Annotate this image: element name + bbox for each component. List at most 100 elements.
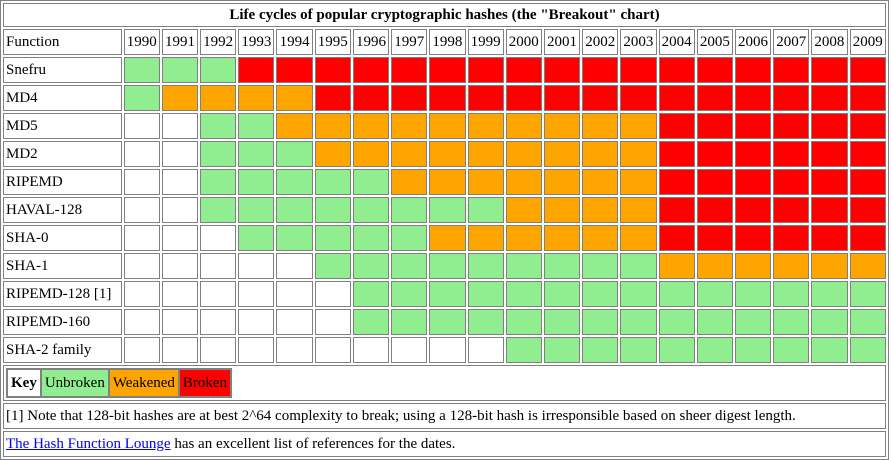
function-name: RIPEMD	[3, 169, 122, 195]
status-cell-none	[123, 309, 160, 335]
status-cell-broken	[696, 169, 733, 195]
status-cell-unbroken	[276, 225, 313, 251]
status-cell-broken	[811, 225, 848, 251]
status-cell-broken	[849, 169, 886, 195]
status-cell-broken	[314, 85, 351, 111]
status-cell-unbroken	[620, 281, 657, 307]
year-header-1992: 1992	[200, 29, 237, 55]
status-cell-weakened	[620, 225, 657, 251]
status-cell-none	[123, 225, 160, 251]
status-cell-weakened	[467, 141, 504, 167]
status-cell-broken	[505, 85, 542, 111]
status-cell-weakened	[696, 253, 733, 279]
function-name: RIPEMD-128 [1]	[3, 281, 122, 307]
year-header-1996: 1996	[352, 29, 390, 55]
status-cell-broken	[811, 197, 848, 223]
status-cell-weakened	[505, 197, 542, 223]
status-cell-none	[276, 337, 313, 363]
status-cell-weakened	[849, 253, 886, 279]
status-cell-unbroken	[811, 309, 848, 335]
status-cell-unbroken	[429, 281, 466, 307]
status-cell-weakened	[429, 169, 466, 195]
table-row: SHA-0	[3, 225, 886, 251]
key-weakened: Weakened	[108, 369, 179, 397]
status-cell-unbroken	[773, 309, 810, 335]
status-cell-broken	[734, 197, 772, 223]
year-header-2003: 2003	[620, 29, 657, 55]
status-cell-unbroken	[314, 197, 351, 223]
status-cell-unbroken	[276, 197, 313, 223]
status-cell-weakened	[352, 113, 390, 139]
status-cell-broken	[849, 57, 886, 83]
year-header-2006: 2006	[734, 29, 772, 55]
key-unbroken: Unbroken	[40, 369, 109, 397]
status-cell-broken	[773, 141, 810, 167]
status-cell-broken	[467, 57, 504, 83]
status-cell-broken	[811, 141, 848, 167]
status-cell-unbroken	[543, 253, 581, 279]
year-header-2002: 2002	[582, 29, 619, 55]
key-label: Key	[7, 369, 41, 397]
status-cell-none	[123, 281, 160, 307]
status-cell-weakened	[773, 253, 810, 279]
status-cell-unbroken	[658, 309, 695, 335]
function-name: HAVAL-128	[3, 197, 122, 223]
status-cell-unbroken	[314, 225, 351, 251]
status-cell-unbroken	[582, 309, 619, 335]
status-cell-broken	[276, 57, 313, 83]
table-row: HAVAL-128	[3, 197, 886, 223]
status-cell-none	[276, 309, 313, 335]
status-cell-unbroken	[429, 309, 466, 335]
status-cell-weakened	[543, 169, 581, 195]
status-cell-unbroken	[773, 337, 810, 363]
status-cell-broken	[620, 85, 657, 111]
hash-function-lounge-link[interactable]: The Hash Function Lounge	[6, 436, 171, 452]
status-cell-unbroken	[276, 141, 313, 167]
status-cell-unbroken	[314, 169, 351, 195]
status-cell-broken	[696, 197, 733, 223]
status-cell-broken	[773, 225, 810, 251]
status-cell-none	[314, 281, 351, 307]
status-cell-none	[161, 309, 199, 335]
year-header-1999: 1999	[467, 29, 504, 55]
key-container: Key Unbroken Weakened Broken	[3, 365, 886, 401]
status-cell-none	[123, 113, 160, 139]
status-cell-broken	[314, 57, 351, 83]
function-column-header: Function	[3, 29, 122, 55]
status-cell-unbroken	[200, 141, 237, 167]
status-cell-unbroken	[620, 337, 657, 363]
status-cell-broken	[811, 169, 848, 195]
status-cell-weakened	[505, 225, 542, 251]
chart-title: Life cycles of popular cryptographic has…	[3, 3, 886, 27]
status-cell-broken	[811, 85, 848, 111]
status-cell-unbroken	[467, 197, 504, 223]
status-cell-broken	[849, 85, 886, 111]
status-cell-none	[276, 253, 313, 279]
status-cell-unbroken	[658, 281, 695, 307]
status-cell-weakened	[505, 113, 542, 139]
status-cell-broken	[658, 141, 695, 167]
status-cell-weakened	[467, 113, 504, 139]
status-cell-none	[391, 337, 428, 363]
table-row: MD4	[3, 85, 886, 111]
status-cell-weakened	[161, 85, 199, 111]
status-cell-weakened	[543, 141, 581, 167]
status-cell-unbroken	[238, 169, 275, 195]
status-cell-weakened	[543, 113, 581, 139]
status-cell-unbroken	[505, 309, 542, 335]
status-cell-weakened	[811, 253, 848, 279]
status-cell-unbroken	[391, 197, 428, 223]
status-cell-unbroken	[238, 141, 275, 167]
status-cell-none	[276, 281, 313, 307]
status-cell-unbroken	[200, 57, 237, 83]
status-cell-none	[238, 281, 275, 307]
table-row: RIPEMD	[3, 169, 886, 195]
table-row: SHA-1	[3, 253, 886, 279]
status-cell-broken	[429, 85, 466, 111]
status-cell-broken	[658, 113, 695, 139]
status-cell-none	[238, 253, 275, 279]
table-row: MD5	[3, 113, 886, 139]
status-cell-unbroken	[352, 197, 390, 223]
status-cell-unbroken	[238, 197, 275, 223]
function-name: SHA-0	[3, 225, 122, 251]
